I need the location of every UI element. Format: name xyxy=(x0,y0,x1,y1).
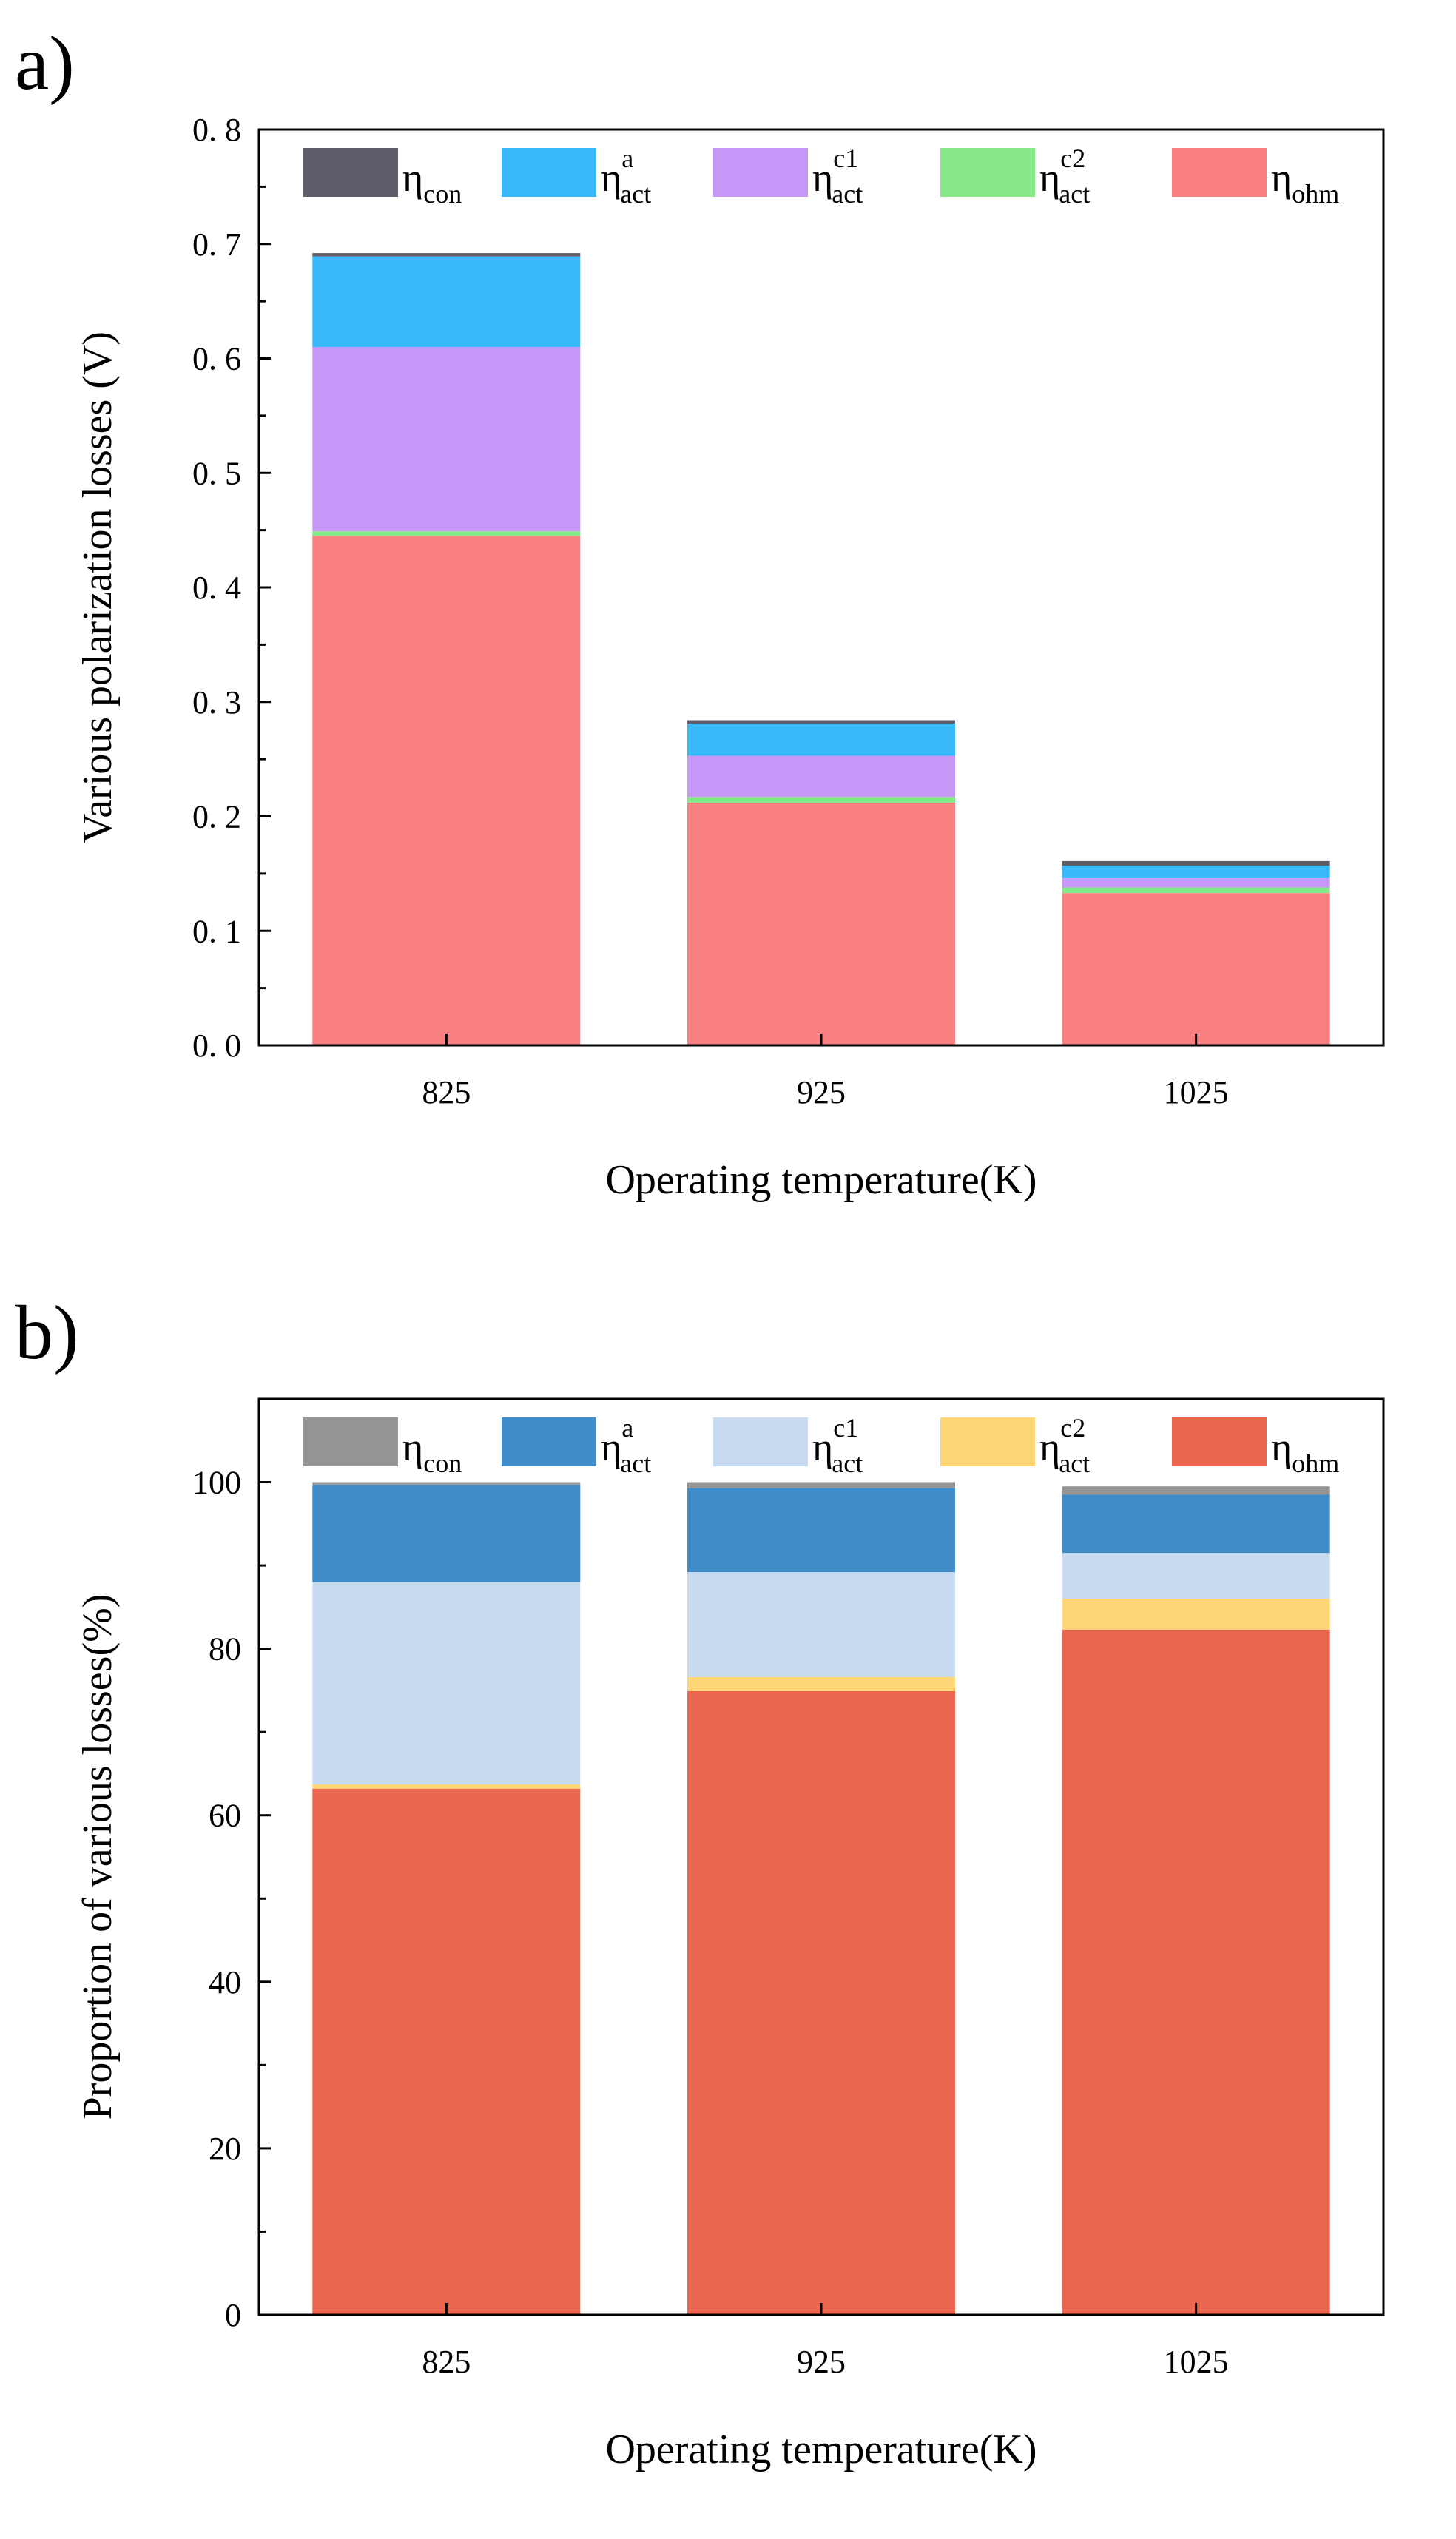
bars-group xyxy=(312,1482,1330,2315)
bar-act_a-825 xyxy=(312,1484,581,1582)
bar-con-925 xyxy=(687,720,955,724)
legend-swatch-act_c1 xyxy=(713,1417,808,1466)
legend-swatch-con xyxy=(303,1417,398,1466)
x-tick-label-825: 825 xyxy=(422,2344,471,2380)
bar-act_c1-825 xyxy=(312,347,581,532)
x-tick-label-1025: 1025 xyxy=(1164,2344,1229,2380)
bar-con-925 xyxy=(687,1482,955,1488)
legend-label-act_a: ηa act xyxy=(601,1413,651,1478)
legend-swatch-act_c1 xyxy=(713,148,808,197)
y-tick-label: 20 xyxy=(209,2131,241,2167)
bar-act_c2-825 xyxy=(312,531,581,536)
y-tick-label: 40 xyxy=(209,1964,241,2000)
bar-act_c2-925 xyxy=(687,1676,955,1691)
bar-act_a-1025 xyxy=(1062,1494,1330,1554)
bar-act_c1-925 xyxy=(687,755,955,798)
panel-label: b) xyxy=(15,1290,79,1375)
legend: ηcon ηa act ηc1 act ηc2 act ηohm xyxy=(303,144,1339,209)
legend: ηcon ηa act ηc1 act ηc2 act ηohm xyxy=(303,1413,1339,1478)
legend-label-act_c1: ηc1 act xyxy=(812,144,863,209)
figure-panel-a: a) 0. 0 0. 1 0. 2 0. 3 0. 4 0. 5 0. 6 0. 7 0. 8 82… xyxy=(15,21,1385,1203)
y-axis-label: Proportion of various losses(%) xyxy=(75,1594,121,2120)
legend-label-con: ηcon xyxy=(402,1425,462,1478)
x-tick-label-825: 825 xyxy=(422,1074,471,1110)
bar-act_c1-925 xyxy=(687,1572,955,1677)
y-tick-label: 0. 4 xyxy=(192,570,241,606)
legend-label-ohm: ηohm xyxy=(1271,155,1339,209)
y-tick-label: 0. 1 xyxy=(192,913,241,949)
legend-swatch-ohm xyxy=(1172,148,1267,197)
bar-con-825 xyxy=(312,1482,581,1485)
bar-act_a-825 xyxy=(312,256,581,348)
panel-label: a) xyxy=(15,21,75,106)
legend-swatch-act_c2 xyxy=(940,148,1035,197)
y-axis-label: Various polarization losses (V) xyxy=(75,331,121,843)
bar-con-1025 xyxy=(1062,860,1330,866)
bar-act_a-925 xyxy=(687,724,955,756)
y-tick-label: 0. 3 xyxy=(192,684,241,721)
legend-swatch-con xyxy=(303,148,398,197)
x-tick-label-925: 925 xyxy=(797,1074,846,1110)
y-tick-label: 0 xyxy=(225,2297,241,2333)
bar-ohm-825 xyxy=(312,536,581,1045)
bar-ohm-1025 xyxy=(1062,893,1330,1045)
bar-act_c2-825 xyxy=(312,1784,581,1789)
y-tick-label: 0. 8 xyxy=(192,112,241,148)
bar-ohm-925 xyxy=(687,1691,955,2315)
legend-label-act_a: ηa act xyxy=(601,144,651,209)
y-tick-label: 0. 0 xyxy=(192,1028,241,1064)
legend-swatch-act_a xyxy=(502,1417,596,1466)
stacked-bar-chart-b: b) 0 20 40 60 80 100 825 925 1025 Operating temper… xyxy=(15,1290,1385,2472)
y-tick-label: 80 xyxy=(209,1631,241,1668)
legend-label-act_c2: ηc2 act xyxy=(1039,144,1090,209)
bar-ohm-1025 xyxy=(1062,1629,1330,2315)
bar-act_c1-1025 xyxy=(1062,1553,1330,1599)
y-tick-label: 0. 5 xyxy=(192,455,241,491)
bar-act_c1-825 xyxy=(312,1582,581,1785)
x-tick-label-1025: 1025 xyxy=(1164,1074,1229,1110)
legend-label-act_c1: ηc1 act xyxy=(812,1413,863,1478)
bars-group xyxy=(312,253,1330,1045)
legend-swatch-act_c2 xyxy=(940,1417,1035,1466)
legend-label-con: ηcon xyxy=(402,155,462,209)
legend-label-act_c2: ηc2 act xyxy=(1039,1413,1090,1478)
bar-act_a-1025 xyxy=(1062,866,1330,878)
bar-ohm-825 xyxy=(312,1788,581,2315)
legend-label-ohm: ηohm xyxy=(1271,1425,1339,1478)
bar-ohm-925 xyxy=(687,802,955,1045)
bar-con-1025 xyxy=(1062,1486,1330,1495)
stacked-bar-chart-a: a) 0. 0 0. 1 0. 2 0. 3 0. 4 0. 5 0. 6 0. 7 0. 8 82… xyxy=(15,21,1385,1203)
figure-panel-b: b) 0 20 40 60 80 100 825 925 1025 Operating temper… xyxy=(0,1270,1456,2539)
y-tick-label: 0. 2 xyxy=(192,799,241,835)
bar-con-825 xyxy=(312,253,581,257)
x-tick-label-925: 925 xyxy=(797,2344,846,2380)
bar-act_c2-1025 xyxy=(1062,887,1330,894)
bar-act_c2-1025 xyxy=(1062,1599,1330,1630)
legend-swatch-ohm xyxy=(1172,1417,1267,1466)
x-axis-label: Operating temperature(K) xyxy=(605,1157,1037,1203)
bar-act_a-925 xyxy=(687,1488,955,1573)
y-tick-label: 0. 6 xyxy=(192,341,241,377)
y-tick-label: 100 xyxy=(192,1465,241,1501)
y-tick-label: 0. 7 xyxy=(192,226,241,263)
bar-act_c1-1025 xyxy=(1062,878,1330,888)
x-axis-label: Operating temperature(K) xyxy=(605,2427,1037,2472)
y-tick-label: 60 xyxy=(209,1798,241,1834)
legend-swatch-act_a xyxy=(502,148,596,197)
bar-act_c2-925 xyxy=(687,797,955,803)
